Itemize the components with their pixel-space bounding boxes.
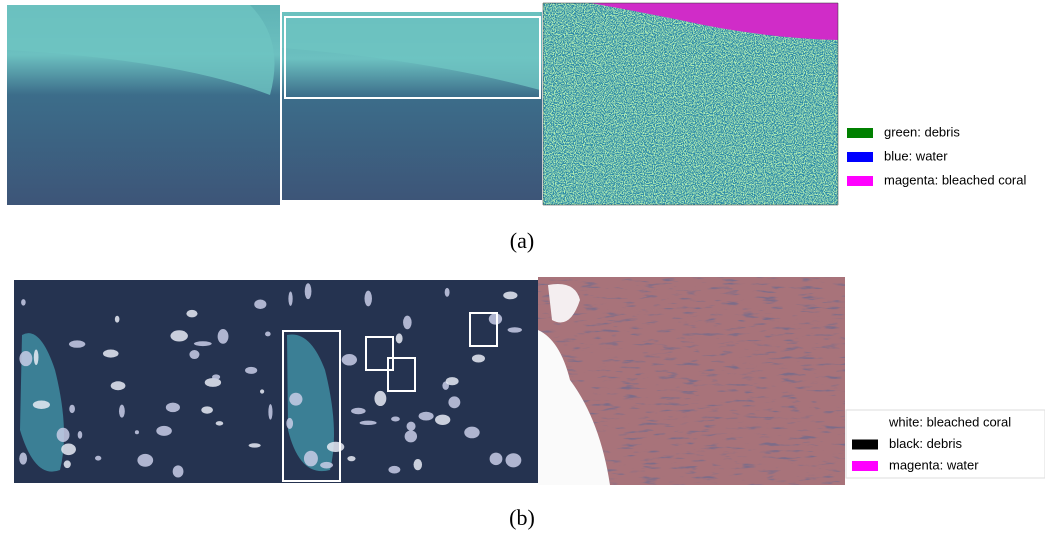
cloud	[391, 416, 400, 421]
cloud	[249, 443, 261, 447]
cloud	[111, 381, 126, 390]
panel-a-images	[7, 3, 838, 205]
cloud	[286, 418, 293, 429]
cloud	[305, 283, 312, 299]
cloud	[170, 330, 187, 341]
cloud	[508, 327, 522, 332]
cloud	[69, 405, 75, 413]
cloud	[403, 316, 412, 330]
legend-label: green: debris	[884, 124, 960, 139]
cloud	[254, 300, 266, 309]
cloud	[489, 313, 502, 324]
cloud	[464, 427, 479, 439]
cloud	[414, 459, 422, 470]
cloud	[135, 430, 139, 434]
cloud	[288, 291, 292, 305]
cloud	[78, 431, 83, 439]
cloud	[396, 333, 403, 343]
cloud	[21, 299, 26, 305]
cloud	[268, 404, 272, 420]
cloud	[19, 453, 27, 465]
cloud	[351, 408, 366, 414]
cloud	[186, 310, 197, 317]
cloud	[156, 426, 172, 436]
cloud	[503, 292, 517, 300]
figure: green: debris blue: water magenta: bleache…	[0, 0, 1045, 537]
cloud	[69, 340, 85, 347]
cloud	[216, 421, 224, 426]
cloud	[446, 377, 459, 385]
legend-label: white: bleached coral	[888, 414, 1011, 429]
panel-b-images	[14, 277, 845, 485]
cloud	[265, 331, 271, 336]
cloud	[212, 374, 220, 379]
cloud	[405, 430, 417, 442]
caption: (b)	[509, 505, 535, 530]
cloud	[435, 415, 450, 425]
cloud	[245, 367, 257, 374]
cloud	[201, 406, 213, 413]
cloud	[342, 354, 357, 365]
legend: green: debris blue: water magenta: bleache…	[847, 124, 1026, 187]
cloud	[472, 354, 485, 362]
legend-swatch	[852, 440, 878, 450]
cloud	[64, 460, 71, 468]
cloud	[490, 453, 503, 465]
cloud	[445, 288, 450, 297]
cloud	[205, 378, 221, 387]
legend-label: magenta: water	[889, 457, 979, 472]
cloud	[360, 421, 377, 425]
cloud	[365, 291, 372, 307]
cloud	[189, 350, 199, 359]
cloud	[137, 454, 153, 467]
cloud	[173, 465, 184, 477]
cloud	[320, 462, 333, 469]
legend-label: blue: water	[884, 148, 948, 163]
cloud	[115, 316, 120, 323]
cloud	[388, 466, 400, 474]
cloud	[57, 428, 70, 442]
cloud	[260, 389, 264, 393]
cloud	[33, 401, 50, 409]
cloud	[304, 451, 318, 467]
cloud	[166, 403, 180, 412]
legend-swatch	[852, 418, 878, 428]
cloud	[103, 350, 119, 358]
legend-swatch	[852, 461, 878, 471]
cloud	[119, 405, 125, 418]
legend-label: black: debris	[889, 436, 962, 451]
cloud	[347, 456, 355, 461]
cloud	[448, 396, 460, 408]
cloud	[407, 422, 416, 431]
cloud	[34, 349, 39, 365]
cloud	[506, 453, 522, 467]
cloud	[289, 393, 302, 406]
cloud	[419, 412, 434, 421]
legend-swatch	[847, 152, 873, 162]
caption: (a)	[510, 228, 534, 253]
legend-swatch	[847, 128, 873, 138]
cloud	[327, 442, 344, 452]
cloud	[19, 351, 32, 366]
cloud	[374, 391, 386, 406]
cloud	[61, 443, 76, 455]
legend-label: magenta: bleached coral	[884, 172, 1026, 187]
cloud	[218, 329, 229, 344]
cloud	[95, 456, 101, 461]
cloud	[194, 341, 212, 346]
legend-swatch	[847, 176, 873, 186]
